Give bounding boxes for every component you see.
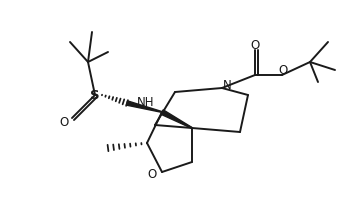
Text: NH: NH: [137, 96, 155, 109]
Polygon shape: [161, 110, 192, 128]
Text: O: O: [250, 39, 260, 52]
Text: O: O: [278, 63, 288, 76]
Text: O: O: [60, 116, 69, 129]
Text: N: N: [223, 78, 232, 91]
Text: S: S: [90, 89, 100, 102]
Polygon shape: [127, 101, 162, 112]
Text: O: O: [147, 169, 157, 181]
